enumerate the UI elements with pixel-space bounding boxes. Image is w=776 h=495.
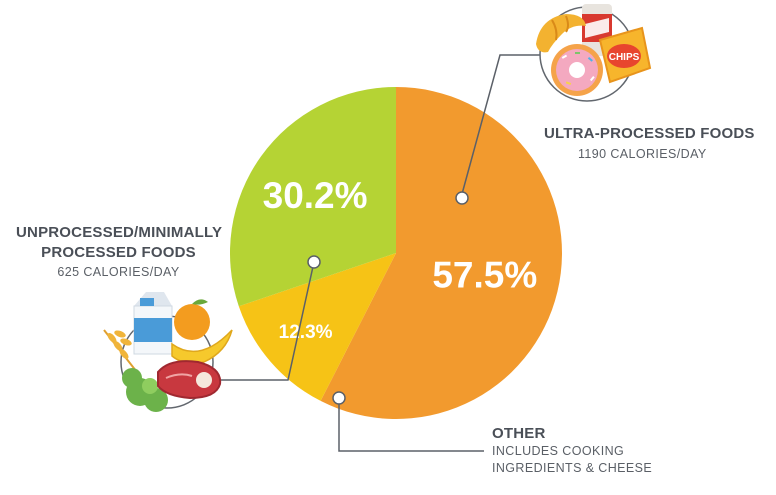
leader-lines: [208, 54, 542, 452]
steak-icon: [157, 360, 222, 400]
unprocessed-title: UNPROCESSED/MINIMALLY PROCESSED FOODS: [16, 224, 223, 261]
leader-dot-unprocessed: [307, 255, 321, 269]
leader-line-unprocessed: [208, 261, 315, 381]
other-title: OTHER: [492, 425, 546, 442]
other-description: INCLUDES COOKING INGREDIENTS & CHEESE: [492, 444, 653, 475]
pct-label-other: 12.3%: [279, 322, 333, 343]
orange-icon: [174, 299, 210, 340]
pie-slice-ultra-processed: [320, 87, 562, 419]
pct-label-unprocessed: 30.2%: [263, 175, 368, 216]
croissant-icon: [536, 14, 586, 53]
soda-can-icon: [582, 4, 612, 56]
chips-bag-icon: CHIPS: [598, 26, 652, 84]
ultra-processed-title: ULTRA-PROCESSED FOODS: [544, 125, 755, 142]
leader-dot-other: [332, 391, 346, 405]
ultra-processed-foods-illustration: CHIPS: [536, 4, 652, 102]
donut-icon: [551, 44, 603, 96]
unprocessed-calories: 625 CALORIES/DAY: [57, 265, 180, 279]
leader-line-other: [338, 398, 484, 452]
leader-line-ultra: [461, 54, 542, 195]
pie-slice-other: [238, 253, 396, 401]
percentage-labels: 57.5% 12.3% 30.2%: [263, 175, 538, 343]
leader-dots: [307, 191, 469, 405]
pct-label-ultra-processed: 57.5%: [432, 254, 537, 295]
pie-slice-unprocessed: [229, 87, 396, 307]
lettuce-icon: [122, 368, 168, 412]
leader-dot-ultra: [455, 191, 469, 205]
chips-text: CHIPS: [609, 52, 640, 63]
ultra-processed-calories: 1190 CALORIES/DAY: [578, 147, 707, 161]
unprocessed-foods-illustration: [103, 292, 233, 412]
milk-carton-icon: [133, 292, 173, 355]
pie-slices: [229, 87, 562, 419]
